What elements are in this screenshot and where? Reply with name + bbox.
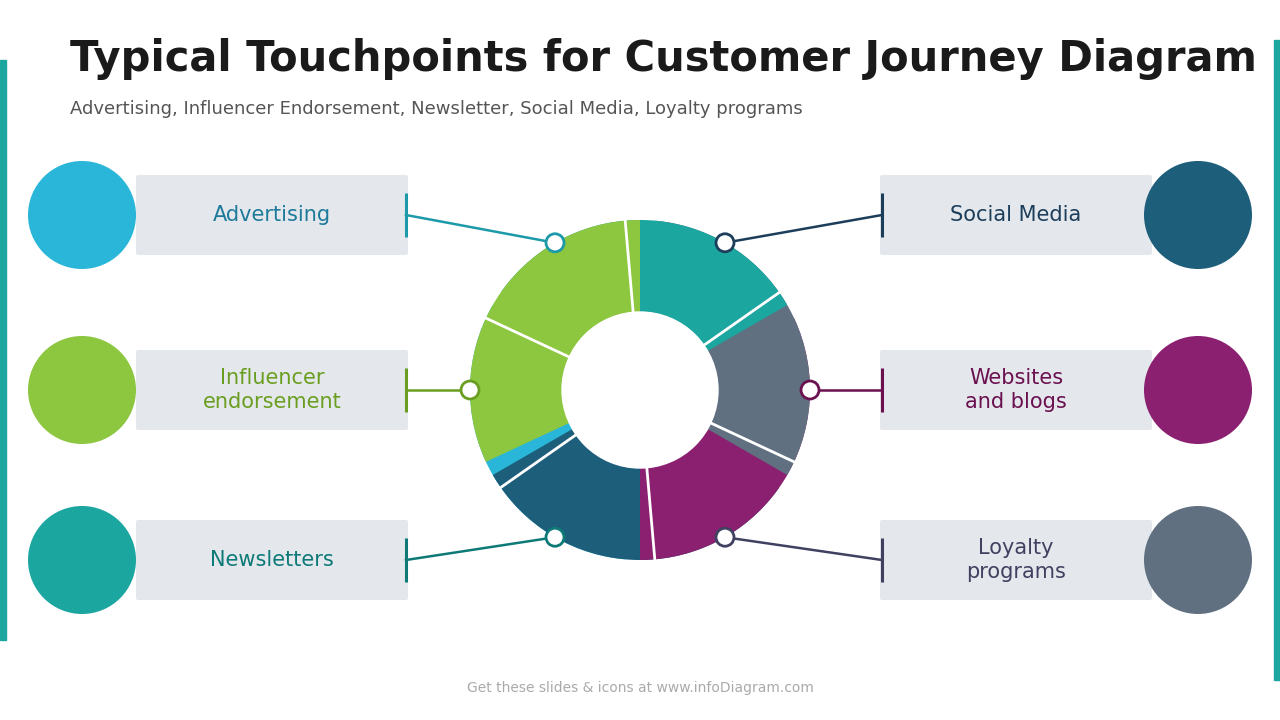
Text: Newsletters: Newsletters <box>210 550 334 570</box>
Circle shape <box>562 312 718 468</box>
Wedge shape <box>470 220 640 462</box>
Text: Advertising: Advertising <box>212 205 332 225</box>
Text: Typical Touchpoints for Customer Journey Diagram: Typical Touchpoints for Customer Journey… <box>70 38 1257 80</box>
Text: Social Media: Social Media <box>950 205 1082 225</box>
Circle shape <box>547 234 564 252</box>
Circle shape <box>1144 336 1252 444</box>
Text: Get these slides & icons at www.infoDiagram.com: Get these slides & icons at www.infoDiag… <box>467 681 813 695</box>
Wedge shape <box>470 305 634 559</box>
Circle shape <box>28 161 136 269</box>
Bar <box>1274 40 1280 680</box>
FancyBboxPatch shape <box>136 350 408 430</box>
Circle shape <box>1144 506 1252 614</box>
FancyBboxPatch shape <box>136 520 408 600</box>
Text: Websites
and blogs: Websites and blogs <box>965 369 1066 412</box>
Circle shape <box>461 381 479 399</box>
Bar <box>0 60 6 640</box>
Circle shape <box>801 381 819 399</box>
Wedge shape <box>640 318 810 560</box>
Circle shape <box>1144 161 1252 269</box>
Wedge shape <box>500 220 787 351</box>
FancyBboxPatch shape <box>881 350 1152 430</box>
FancyBboxPatch shape <box>881 175 1152 255</box>
Text: Advertising, Influencer Endorsement, Newsletter, Social Media, Loyalty programs: Advertising, Influencer Endorsement, New… <box>70 100 803 118</box>
Wedge shape <box>493 429 780 560</box>
Circle shape <box>547 528 564 546</box>
Text: Influencer
endorsement: Influencer endorsement <box>202 369 342 412</box>
FancyBboxPatch shape <box>136 175 408 255</box>
FancyBboxPatch shape <box>881 520 1152 600</box>
Wedge shape <box>646 220 810 475</box>
Text: Loyalty
programs: Loyalty programs <box>966 539 1066 582</box>
Circle shape <box>716 528 733 546</box>
Circle shape <box>716 234 733 252</box>
Circle shape <box>28 336 136 444</box>
Circle shape <box>28 506 136 614</box>
